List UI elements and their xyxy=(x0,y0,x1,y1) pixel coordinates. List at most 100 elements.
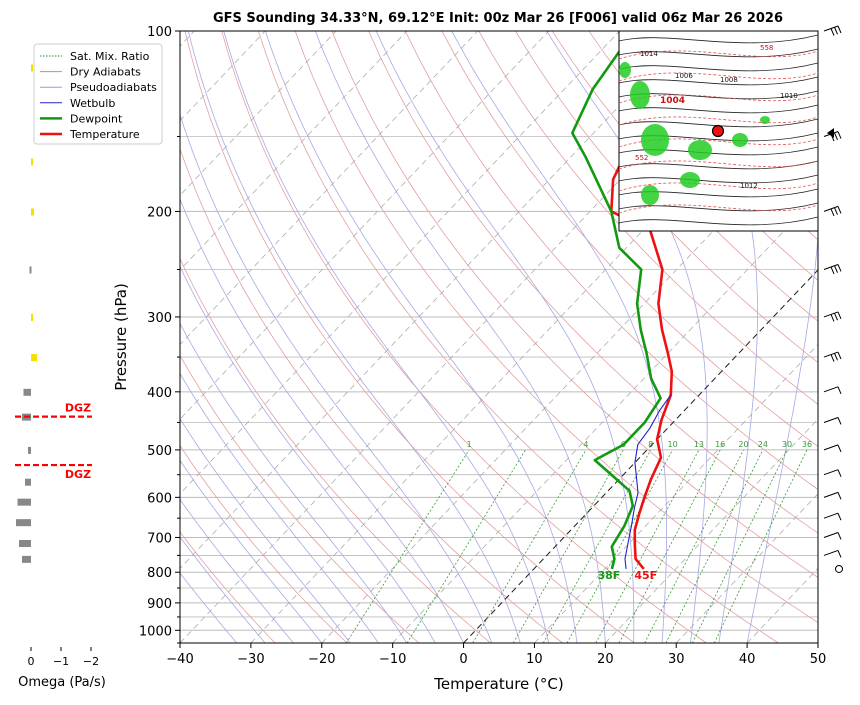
omega-tick-label: −2 xyxy=(83,655,99,668)
dry-adiabat xyxy=(180,354,420,643)
isobar-contour xyxy=(618,132,819,142)
isotherm xyxy=(180,31,337,196)
omega-bar xyxy=(16,519,31,527)
legend-label: Dewpoint xyxy=(70,112,123,125)
pseudoadiabat xyxy=(546,31,708,643)
isobar-contour xyxy=(618,118,819,128)
pseudoadiabat xyxy=(180,198,464,643)
y-axis-label: Pressure (hPa) xyxy=(112,283,130,391)
omega-bar xyxy=(31,313,33,321)
pseudoadiabat xyxy=(180,372,379,643)
isobar-contour xyxy=(618,62,819,72)
legend-label: Dry Adiabats xyxy=(70,66,141,79)
isotherm xyxy=(463,269,818,643)
omega-bar xyxy=(25,478,31,486)
dry-adiabat xyxy=(478,31,818,405)
y-tick-label: 1000 xyxy=(139,624,172,639)
wind-barb-staff xyxy=(823,512,839,519)
dry-adiabat xyxy=(180,531,276,643)
mixing-ratio-line xyxy=(472,449,587,643)
pseudoadiabat xyxy=(265,31,578,643)
pseudoadiabat xyxy=(187,31,521,643)
pseudoadiabat xyxy=(180,572,238,643)
wind-barb-flag xyxy=(837,25,842,34)
isotherm xyxy=(392,194,818,643)
mixing-ratio-label: 30 xyxy=(782,440,792,449)
mixing-ratio-label: 36 xyxy=(802,440,812,449)
legend-box xyxy=(33,43,163,145)
dry-adiabat xyxy=(180,257,491,643)
mixing-ratio-label: 4 xyxy=(583,440,588,449)
thickness-contour xyxy=(618,182,819,192)
omega-tick-label: 0 xyxy=(28,655,35,668)
pseudoadiabat xyxy=(180,113,493,643)
precip-area xyxy=(619,62,631,78)
wind-barb-flag xyxy=(834,207,838,215)
x-tick-label: 20 xyxy=(597,652,614,667)
pseudoadiabat xyxy=(180,265,436,643)
isotherm xyxy=(180,31,550,420)
isobar-contour xyxy=(618,188,819,198)
wind-barb-flag xyxy=(837,264,842,272)
mixing-ratio-line xyxy=(513,449,624,643)
omega-bar xyxy=(29,266,32,274)
isobar-contour xyxy=(618,202,819,212)
pseudoadiabat xyxy=(180,536,266,643)
isobar-contour xyxy=(618,76,819,86)
x-tick-label: 0 xyxy=(459,652,467,667)
thickness-contour xyxy=(618,50,819,60)
wind-barb-flag xyxy=(837,532,842,540)
y-tick-label: 500 xyxy=(147,444,172,459)
chart-title: GFS Sounding 34.33°N, 69.12°E Init: 00z … xyxy=(213,11,783,26)
series-temperature-line xyxy=(609,31,706,570)
omega-axis-label: Omega (Pa/s) xyxy=(18,675,106,690)
calm-wind-circle xyxy=(835,564,843,573)
wind-barb-flag xyxy=(834,265,838,273)
precip-area xyxy=(630,81,650,109)
pseudoadiabat xyxy=(451,31,667,643)
mixing-ratio-label: 8 xyxy=(648,440,653,449)
wind-barb-flag xyxy=(837,386,842,395)
station-marker xyxy=(711,124,725,138)
y-tick-label: 400 xyxy=(147,386,172,401)
mixing-ratio-line xyxy=(595,449,700,643)
dry-adiabat xyxy=(331,31,818,578)
omega-bar xyxy=(28,446,31,454)
wind-barb-staff xyxy=(823,469,839,476)
y-tick-label: 300 xyxy=(147,311,172,326)
dry-adiabat xyxy=(588,31,818,281)
legend-label: Sat. Mix. Ratio xyxy=(70,50,150,63)
isotherm xyxy=(180,31,691,569)
mixing-ratio-line xyxy=(406,449,526,643)
map-contour-label: 552 xyxy=(635,154,648,162)
wind-barb-flag xyxy=(834,132,838,140)
mixing-ratio-label: 1 xyxy=(467,440,472,449)
precip-area xyxy=(641,124,669,156)
precip-area xyxy=(641,185,659,205)
series-wetbulb-line xyxy=(624,394,672,569)
wind-barb-flag xyxy=(837,311,842,320)
wind-barb-staff xyxy=(823,444,839,451)
profile-lines: 45F 38F xyxy=(570,31,706,582)
legend-label: Pseudoadiabats xyxy=(70,81,157,94)
wind-barb-flag xyxy=(837,206,842,214)
wind-barb-staff xyxy=(823,386,839,393)
mixing-ratio-line xyxy=(542,449,652,643)
thickness-contour xyxy=(618,160,819,170)
isobar-contour xyxy=(618,174,819,184)
omega-bar xyxy=(22,555,31,563)
isobar-contour xyxy=(618,48,819,58)
wind-barb-flag xyxy=(834,312,838,321)
x-axis-label: Temperature (°C) xyxy=(433,675,563,693)
y-tick-label: 800 xyxy=(147,566,172,581)
dry-adiabat xyxy=(221,31,707,643)
wind-barb-staff xyxy=(823,491,839,498)
isobar-contour xyxy=(618,34,819,44)
x-tick-label: −30 xyxy=(237,652,264,667)
dgz-label: DGZ xyxy=(65,402,91,415)
wind-barb-staff xyxy=(823,417,839,423)
thickness-contour xyxy=(618,116,819,126)
omega-bar xyxy=(31,158,33,166)
isotherm xyxy=(675,493,818,643)
